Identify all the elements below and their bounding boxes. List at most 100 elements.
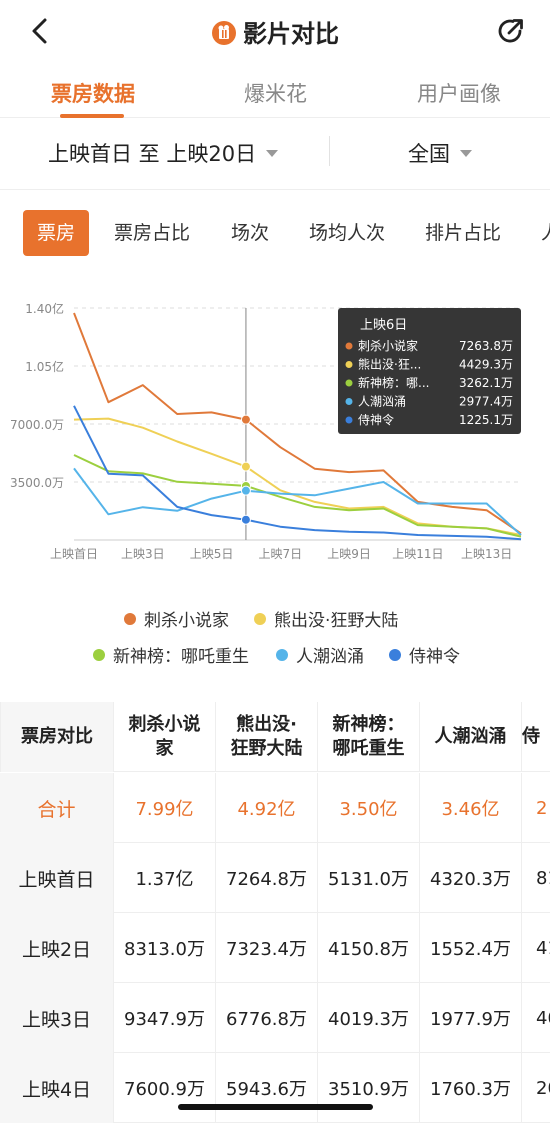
legend-dot-icon bbox=[276, 648, 288, 661]
date-range-dropdown[interactable]: 上映首日 至 上映20日 bbox=[48, 138, 279, 168]
table-cell: 4.92亿 bbox=[215, 773, 317, 843]
tooltip-series-value: 3262.1万 bbox=[459, 376, 513, 390]
highlight-point bbox=[240, 461, 251, 472]
row-label: 上映3日 bbox=[0, 983, 113, 1053]
table-cell: 7600.9万 bbox=[113, 1053, 215, 1123]
x-tick-label: 上映9日 bbox=[327, 547, 371, 561]
chip-schedule-share[interactable]: 排片占比 bbox=[425, 222, 502, 244]
filter-bar: 上映首日 至 上映20日 全国 bbox=[0, 118, 550, 190]
tooltip-series-name: 侍神令 bbox=[358, 412, 394, 427]
table-cell: 3510.9万 bbox=[317, 1053, 419, 1123]
legend-dot-icon bbox=[254, 612, 266, 625]
legend-item[interactable]: 熊出没·狂野大陆 bbox=[254, 606, 398, 631]
chip-box-office[interactable]: 票房 bbox=[23, 210, 90, 256]
row-label: 上映4日 bbox=[0, 1053, 113, 1123]
chip-screenings[interactable]: 场次 bbox=[231, 222, 270, 244]
filter-divider bbox=[329, 136, 330, 166]
x-tick-label: 上映13日 bbox=[461, 547, 512, 561]
tooltip-series-name: 熊出没·狂... bbox=[358, 357, 421, 372]
table-cell: 7264.8万 bbox=[215, 843, 317, 913]
legend-item[interactable]: 刺杀小说家 bbox=[124, 606, 229, 631]
table-cell: 4150.8万 bbox=[317, 913, 419, 983]
tooltip-series-value: 7263.8万 bbox=[459, 339, 513, 353]
caret-down-icon bbox=[266, 150, 279, 157]
table-cell: 41 bbox=[521, 913, 550, 983]
tooltip-title: 上映6日 bbox=[360, 318, 407, 333]
series-line bbox=[73, 312, 522, 535]
table-cell: 7323.4万 bbox=[215, 913, 317, 983]
column-header: 人潮汹涌 bbox=[419, 702, 521, 772]
chart-legend: 刺杀小说家 熊出没·狂野大陆新神榜：哪吒重生 人潮汹涌 侍神令 bbox=[0, 606, 550, 670]
y-tick-label: 7000.0万 bbox=[10, 418, 64, 432]
chip-avg-attendance[interactable]: 场均人次 bbox=[309, 222, 386, 244]
series-line bbox=[73, 405, 522, 541]
table-cell: 5131.0万 bbox=[317, 843, 419, 913]
region-dropdown[interactable]: 全国 bbox=[408, 138, 472, 168]
table-corner-label: 票房对比 bbox=[0, 702, 113, 772]
legend-label: 新神榜：哪吒重生 bbox=[113, 647, 249, 667]
legend-label: 侍神令 bbox=[409, 647, 460, 667]
table-total-row: 合计 7.99亿 4.92亿 3.50亿 3.46亿 2 bbox=[0, 773, 550, 843]
row-label: 上映首日 bbox=[0, 843, 113, 913]
tooltip-series-name: 人潮汹涌 bbox=[358, 394, 406, 409]
tooltip-dot bbox=[345, 342, 353, 350]
tab-popcorn[interactable]: 爆米花 bbox=[244, 82, 307, 106]
legend-item[interactable]: 人潮汹涌 bbox=[276, 642, 364, 667]
legend-label: 人潮汹涌 bbox=[296, 647, 364, 667]
table-cell: 3.50亿 bbox=[317, 773, 419, 843]
x-tick-label: 上映3日 bbox=[121, 547, 165, 561]
legend-dot-icon bbox=[389, 648, 401, 661]
series-line bbox=[73, 454, 522, 538]
table-cell: 6776.8万 bbox=[215, 983, 317, 1053]
table-cell: 1552.4万 bbox=[419, 913, 521, 983]
tooltip-dot bbox=[345, 361, 353, 368]
share-icon[interactable] bbox=[494, 14, 528, 48]
table-cell: 1977.9万 bbox=[419, 983, 521, 1053]
x-tick-label: 上映首日 bbox=[50, 547, 98, 561]
table-cell: 8313.0万 bbox=[113, 913, 215, 983]
tooltip-series-value: 1225.1万 bbox=[459, 413, 513, 427]
chip-box-office-share[interactable]: 票房占比 bbox=[114, 222, 191, 244]
column-header: 侍 bbox=[521, 702, 550, 772]
legend-label: 刺杀小说家 bbox=[144, 611, 229, 631]
x-tick-label: 上映5日 bbox=[190, 547, 234, 561]
series-line bbox=[73, 467, 522, 536]
tab-active-indicator bbox=[60, 114, 124, 118]
table-cell: 81 bbox=[521, 843, 550, 913]
logo-icon bbox=[212, 21, 236, 45]
highlight-point bbox=[240, 514, 251, 525]
y-tick-label: 1.40亿 bbox=[25, 301, 64, 316]
page-title-text: 影片对比 bbox=[243, 20, 339, 48]
column-header: 熊出没· 狂野大陆 bbox=[215, 702, 317, 772]
table-cell: 1760.3万 bbox=[419, 1053, 521, 1123]
row-label: 合计 bbox=[0, 773, 113, 843]
tab-box-office[interactable]: 票房数据 bbox=[51, 82, 135, 106]
column-header: 新神榜： 哪吒重生 bbox=[317, 702, 419, 772]
table-cell: 3.46亿 bbox=[419, 773, 521, 843]
date-range-label: 上映首日 至 上映20日 bbox=[48, 142, 257, 166]
legend-item[interactable]: 新神榜：哪吒重生 bbox=[93, 642, 249, 667]
line-chart[interactable]: 1.40亿 1.05亿 7000.0万 3500.0万 上映首日 上映3日 上映5日 上映7日… bbox=[0, 290, 550, 580]
legend-dot-icon bbox=[124, 612, 136, 625]
table-cell: 40 bbox=[521, 983, 550, 1053]
highlight-point bbox=[240, 414, 251, 425]
tooltip-box bbox=[338, 308, 521, 434]
row-label: 上映2日 bbox=[0, 913, 113, 983]
legend-dot-icon bbox=[93, 648, 105, 661]
tooltip-dot bbox=[345, 416, 353, 424]
top-bar: 影片对比 bbox=[0, 0, 550, 64]
tab-audience-profile[interactable]: 用户画像 bbox=[417, 82, 501, 106]
table-cell: 9347.9万 bbox=[113, 983, 215, 1053]
metric-chips: 票房 票房占比 场次 场均人次 排片占比 人 bbox=[0, 210, 550, 256]
table-cell: 1.37亿 bbox=[113, 843, 215, 913]
caret-down-icon bbox=[460, 150, 472, 157]
chip-more[interactable]: 人 bbox=[541, 210, 550, 256]
chevron-left-icon[interactable] bbox=[24, 14, 58, 48]
legend-item[interactable]: 侍神令 bbox=[389, 642, 460, 667]
x-tick-label: 上映7日 bbox=[258, 547, 302, 561]
legend-label: 熊出没·狂野大陆 bbox=[274, 611, 399, 631]
x-tick-label: 上映11日 bbox=[392, 547, 443, 561]
